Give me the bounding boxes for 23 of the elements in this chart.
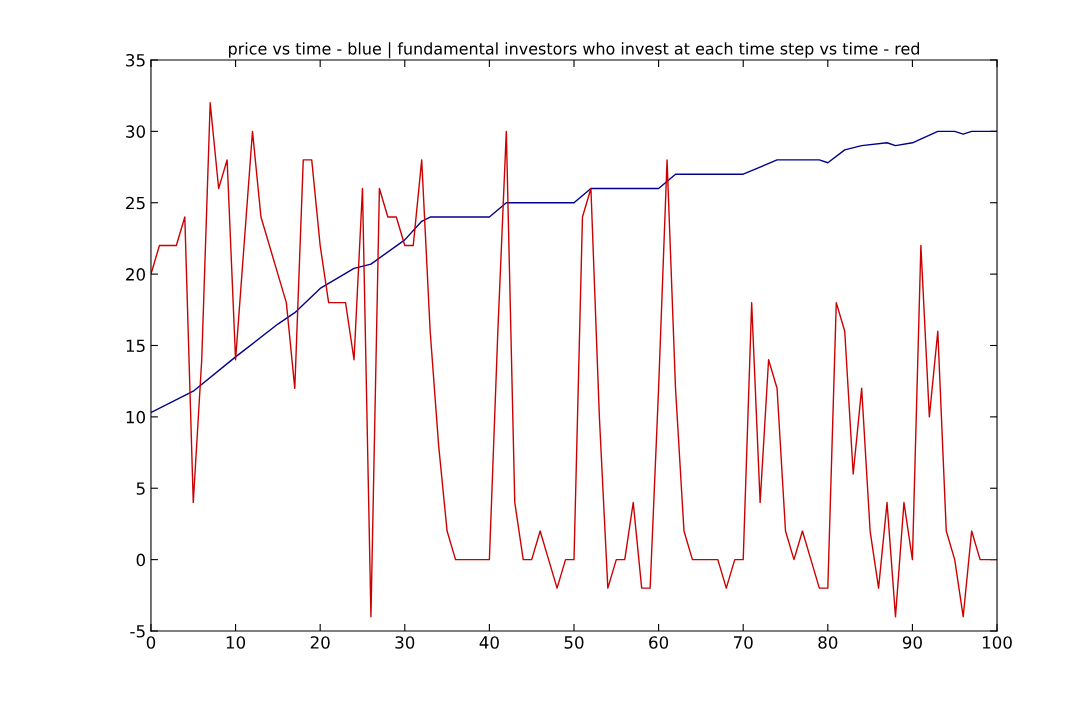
x-tick-label: 40 [479,636,499,649]
y-tick-label: 5 [136,482,145,495]
chart-title: price vs time - blue | fundamental investors who invest at each time step vs time - red [229,42,919,59]
y-tick-label: 10 [126,410,145,424]
y-tick-label: 20 [126,268,145,281]
x-tick-label: 20 [310,636,330,649]
line-series [150,130,998,414]
x-tick-label: 10 [226,636,246,649]
x-tick-label: 100 [982,636,1012,649]
y-tick-label: 35 [126,53,145,67]
y-tick-label: 0 [136,553,145,567]
y-tick-label: 25 [126,196,145,210]
line-series [150,102,998,618]
x-tick-label: 50 [564,636,584,649]
x-tick-label: 80 [818,636,838,649]
x-tick-label: 70 [733,636,753,649]
y-tick-label: -5 [130,625,145,638]
x-tick-label: 90 [902,636,922,649]
y-tick-label: 15 [126,339,145,353]
y-tick-label: 30 [126,125,145,138]
x-tick-label: 0 [146,636,156,649]
x-tick-label: 60 [649,636,669,649]
x-tick-label: 30 [395,636,415,649]
